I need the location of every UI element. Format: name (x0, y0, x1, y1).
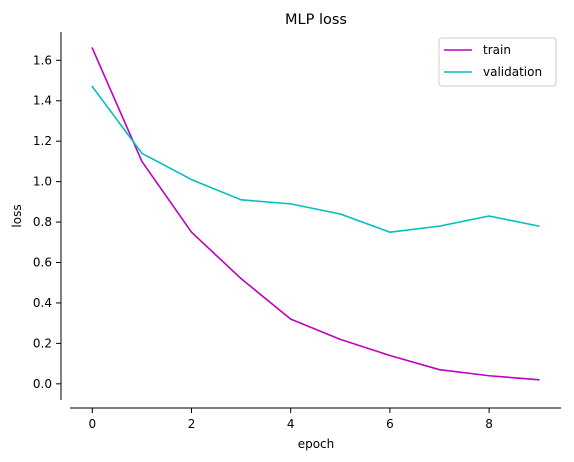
x-tick-label: 0 (88, 417, 96, 431)
y-tick-label: 0.6 (33, 256, 52, 270)
x-tick-label: 4 (287, 417, 295, 431)
y-tick-label: 1.0 (33, 175, 52, 189)
y-tick-label: 0.8 (33, 215, 52, 229)
x-tick-label: 2 (188, 417, 196, 431)
y-tick-label: 1.2 (33, 134, 52, 148)
y-tick-label: 0.0 (33, 377, 52, 391)
y-ticks: 0.0 0.2 0.4 0.6 0.8 1.0 1.2 1.4 1.6 (33, 53, 61, 391)
legend-label-validation: validation (483, 65, 542, 79)
series-line-validation (91, 85, 540, 233)
series-line-train (91, 47, 540, 381)
x-ticks: 0 2 4 6 8 (88, 408, 493, 431)
series-group (91, 47, 540, 381)
axes (60, 32, 561, 409)
legend: train validation (438, 37, 557, 87)
y-axis-label: loss (10, 204, 24, 227)
chart-title: MLP loss (285, 12, 347, 28)
legend-label-train: train (483, 43, 511, 57)
x-tick-label: 6 (386, 417, 394, 431)
y-tick-label: 0.2 (33, 336, 52, 350)
y-tick-label: 1.4 (33, 94, 52, 108)
y-tick-label: 0.4 (33, 296, 52, 310)
x-tick-label: 8 (485, 417, 493, 431)
x-axis-label: epoch (298, 437, 335, 451)
y-tick-label: 1.6 (33, 53, 52, 67)
